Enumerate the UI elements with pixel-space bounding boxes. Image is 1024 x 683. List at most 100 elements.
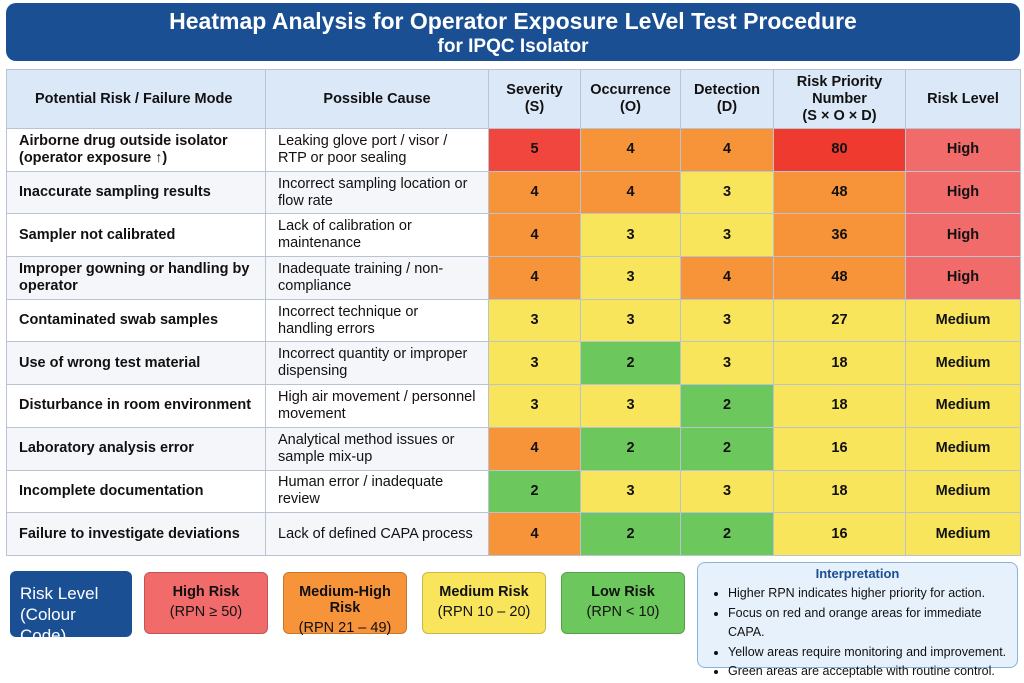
- table-cell: 2: [680, 384, 774, 428]
- table-cell: 36: [773, 213, 906, 258]
- table-cell: Medium: [905, 512, 1021, 556]
- table-row: Disturbance in room environment High air …: [6, 384, 1021, 428]
- legend-name: Medium-High Risk: [299, 584, 391, 616]
- table-cell: High: [905, 256, 1021, 300]
- table-cell: 2: [680, 512, 774, 556]
- table-cell: Contaminated swab samples: [6, 298, 266, 343]
- header-row: Potential Risk / Failure Mode Possible Ca…: [6, 69, 1021, 129]
- table-cell: 3: [580, 256, 681, 300]
- legend-name: Medium Risk: [439, 584, 529, 600]
- table-cell: 2: [488, 469, 581, 514]
- table-cell: 4: [488, 426, 581, 471]
- table-cell: 18: [773, 341, 906, 386]
- legend-range: (RPN ≥ 50): [169, 604, 243, 620]
- table-row: Laboratory analysis error Analytical meth…: [6, 426, 1021, 471]
- table-cell: 3: [580, 469, 681, 514]
- legend-item: High Risk (RPN ≥ 50): [144, 572, 268, 634]
- table-cell: 3: [680, 469, 774, 514]
- table-cell: High air movement / personnel movement: [265, 384, 489, 428]
- table-cell: Medium: [905, 341, 1021, 386]
- table-cell: 18: [773, 384, 906, 428]
- risk-table: Potential Risk / Failure Mode Possible Ca…: [6, 69, 1021, 556]
- title-banner: Heatmap Analysis for Operator Exposure L…: [6, 3, 1020, 61]
- table-cell: 3: [580, 298, 681, 343]
- table-cell: Laboratory analysis error: [6, 426, 266, 471]
- table-cell: 3: [680, 170, 774, 215]
- table-row: Contaminated swab samples Incorrect techn…: [6, 298, 1021, 343]
- table-row: Failure to investigate deviations Lack of…: [6, 512, 1021, 556]
- interpretation-list: Higher RPN indicates higher priority for…: [698, 584, 1017, 682]
- table-cell: Human error / inadequate review: [265, 469, 489, 514]
- table-cell: Incorrect quantity or improper dispensin…: [265, 341, 489, 386]
- legend-name: Low Risk: [591, 584, 655, 600]
- table-cell: Use of wrong test material: [6, 341, 266, 386]
- legend-range: (RPN < 10): [586, 604, 660, 620]
- table-cell: High: [905, 170, 1021, 215]
- legend-name: High Risk: [172, 584, 240, 600]
- interpretation-point: Focus on red and orange areas for immedi…: [728, 604, 1017, 643]
- table-cell: Medium: [905, 426, 1021, 471]
- column-header: Severity (S): [488, 69, 581, 129]
- table-cell: 2: [580, 341, 681, 386]
- table-cell: 80: [773, 128, 906, 172]
- table-cell: Sampler not calibrated: [6, 213, 266, 258]
- table-body: Airborne drug outside isolator (operator…: [6, 128, 1021, 556]
- table-cell: 2: [580, 426, 681, 471]
- table-cell: Leaking glove port / visor / RTP or poor…: [265, 128, 489, 172]
- table-row: Incomplete documentation Human error / in…: [6, 469, 1021, 514]
- table-cell: Lack of calibration or maintenance: [265, 213, 489, 258]
- table-cell: 48: [773, 170, 906, 215]
- interpretation-title: Interpretation: [815, 566, 900, 581]
- table-cell: 3: [580, 213, 681, 258]
- legend-range: (RPN 10 – 20): [437, 604, 531, 620]
- table-cell: Improper gowning or handling by operator: [6, 256, 266, 300]
- table-cell: Analytical method issues or sample mix-u…: [265, 426, 489, 471]
- table-cell: High: [905, 213, 1021, 258]
- table-cell: 48: [773, 256, 906, 300]
- column-header: Risk Priority Number (S × O × D): [773, 69, 906, 129]
- table-cell: Disturbance in room environment: [6, 384, 266, 428]
- table-cell: Incorrect sampling location or flow rate: [265, 170, 489, 215]
- table-cell: High: [905, 128, 1021, 172]
- table-cell: 4: [488, 256, 581, 300]
- interpretation-point: Higher RPN indicates higher priority for…: [728, 584, 1017, 604]
- table-cell: 16: [773, 512, 906, 556]
- table-cell: 3: [580, 384, 681, 428]
- legend-item: Medium Risk (RPN 10 – 20): [422, 572, 546, 634]
- subtitle: for IPQC Isolator: [437, 36, 589, 57]
- table-cell: 4: [580, 128, 681, 172]
- table-cell: 3: [680, 213, 774, 258]
- table-cell: 3: [488, 298, 581, 343]
- table-cell: Inadequate training / non-compliance: [265, 256, 489, 300]
- column-header: Detection (D): [680, 69, 774, 129]
- legend-item: Medium-High Risk (RPN 21 – 49): [283, 572, 407, 636]
- table-cell: 3: [488, 341, 581, 386]
- legend-title: Risk Level (Colour Code): [10, 571, 132, 645]
- table-cell: 4: [488, 213, 581, 258]
- table-row: Airborne drug outside isolator (operator…: [6, 128, 1021, 172]
- table-row: Sampler not calibrated Lack of calibratio…: [6, 213, 1021, 258]
- interpretation-point: Green areas are acceptable with routine …: [728, 662, 1017, 682]
- table-cell: 3: [488, 384, 581, 428]
- table-cell: 2: [580, 512, 681, 556]
- table-cell: 27: [773, 298, 906, 343]
- table-cell: 3: [680, 298, 774, 343]
- table-cell: 16: [773, 426, 906, 471]
- column-header: Occurrence (O): [580, 69, 681, 129]
- table-cell: 4: [488, 170, 581, 215]
- table-cell: 4: [488, 512, 581, 556]
- legend-range: (RPN 21 – 49): [298, 620, 392, 636]
- table-cell: 18: [773, 469, 906, 514]
- table-cell: 5: [488, 128, 581, 172]
- table-cell: Inaccurate sampling results: [6, 170, 266, 215]
- table-cell: 4: [680, 128, 774, 172]
- table-cell: Medium: [905, 298, 1021, 343]
- column-header: Potential Risk / Failure Mode: [6, 69, 266, 129]
- table-cell: Airborne drug outside isolator (operator…: [6, 128, 266, 172]
- column-header: Possible Cause: [265, 69, 489, 129]
- table-cell: 2: [680, 426, 774, 471]
- column-header: Risk Level: [905, 69, 1021, 129]
- table-cell: Incomplete documentation: [6, 469, 266, 514]
- table-cell: Failure to investigate deviations: [6, 512, 266, 556]
